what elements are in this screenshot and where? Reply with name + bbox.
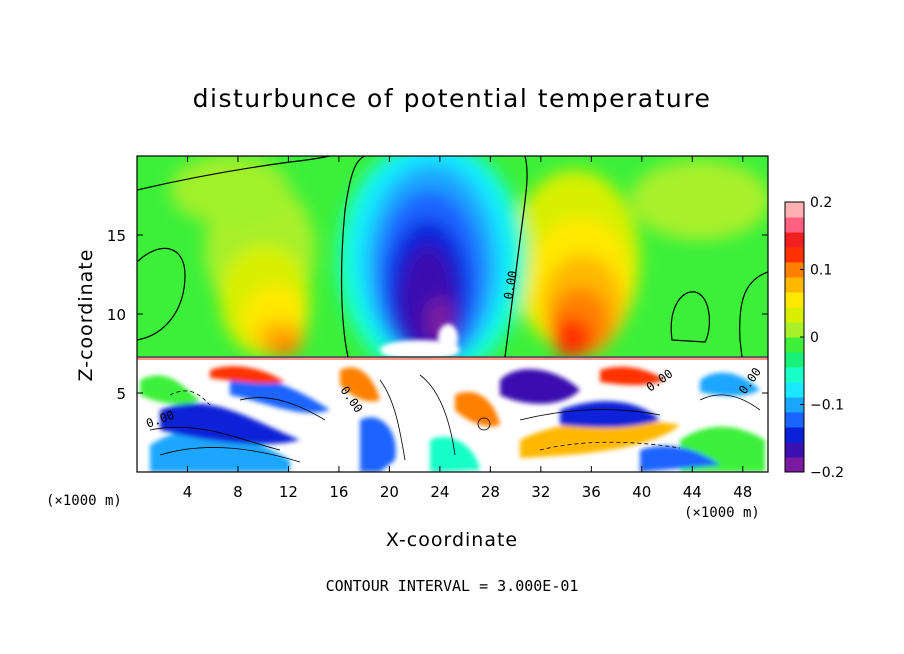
chart-title: disturbunce of potential temperature [192, 84, 712, 113]
x-tick-label: 4 [183, 483, 193, 501]
x-tick-label: 40 [632, 483, 651, 501]
colorbar-swatch [785, 247, 804, 263]
colorbar-tick-label: 0.1 [810, 263, 832, 279]
colorbar-swatch [785, 397, 804, 413]
x-axis-label: X-coordinate [386, 529, 518, 551]
colorbar-tick-label: 0 [810, 330, 819, 346]
x-tick-label: 36 [582, 483, 601, 501]
heatmap-field [137, 156, 768, 472]
colorbar-tick-label: 0.2 [810, 195, 832, 211]
y-tick-label: 10 [107, 306, 126, 324]
x-tick-label: 32 [531, 483, 550, 501]
colorbar-swatch [785, 352, 804, 368]
colorbar-swatch [785, 292, 804, 308]
x-tick-label: 16 [329, 483, 348, 501]
colorbar-tick-label: −0.2 [810, 465, 844, 481]
colorbar-swatch [785, 412, 804, 428]
y-tick-label: 15 [107, 227, 126, 245]
colorbar: 0.2 0.1 0 −0.1 −0.2 [784, 195, 844, 481]
x-tick-label: 48 [733, 483, 752, 501]
colorbar-swatch [785, 202, 804, 218]
colorbar-swatch [785, 367, 804, 383]
colorbar-swatch [785, 232, 804, 248]
x-tick-label: 28 [481, 483, 500, 501]
x-tick-label: 12 [279, 483, 298, 501]
x-tick-label: 24 [430, 483, 449, 501]
contour-interval-note: CONTOUR INTERVAL = 3.000E-01 [326, 577, 579, 595]
colorbar-swatch [785, 322, 804, 338]
colorbar-swatch [785, 442, 804, 458]
colorbar-swatch [785, 217, 804, 233]
y-axis-label: Z-coordinate [75, 249, 97, 382]
colorbar-tick-label: −0.1 [810, 398, 844, 414]
y-axis: 5 10 15 [107, 227, 768, 403]
x-unit-left: (×1000 m) [46, 493, 122, 509]
colorbar-swatch [785, 277, 804, 293]
colorbar-swatch [785, 382, 804, 398]
colorbar-swatch [785, 337, 804, 353]
colorbar-swatch [785, 262, 804, 278]
contour-label: 0.00 [501, 270, 520, 301]
colorbar-swatch [785, 427, 804, 443]
colorbar-swatch [785, 457, 804, 473]
x-unit-right: (×1000 m) [684, 505, 760, 521]
x-tick-label: 44 [683, 483, 702, 501]
x-axis: 4 8 12 16 20 24 28 32 36 40 44 48 [183, 156, 752, 501]
x-tick-label: 20 [380, 483, 399, 501]
colorbar-swatch [785, 307, 804, 323]
y-tick-label: 5 [116, 385, 126, 403]
x-tick-label: 8 [233, 483, 243, 501]
